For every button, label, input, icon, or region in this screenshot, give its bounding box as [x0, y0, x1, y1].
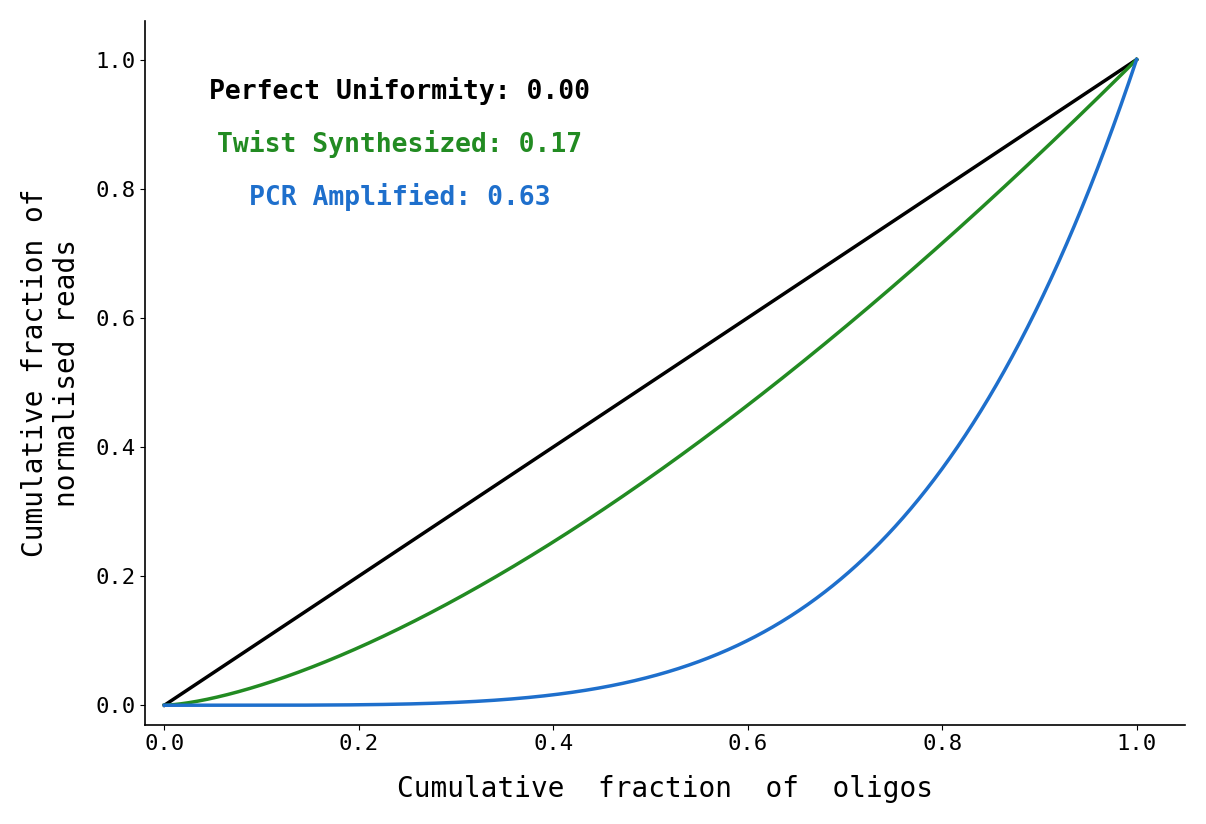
- Text: Perfect Uniformity: 0.00: Perfect Uniformity: 0.00: [210, 77, 590, 105]
- Text: PCR Amplified: 0.63: PCR Amplified: 0.63: [248, 183, 551, 211]
- X-axis label: Cumulative  fraction  of  oligos: Cumulative fraction of oligos: [397, 775, 933, 803]
- Y-axis label: Cumulative fraction of
normalised reads: Cumulative fraction of normalised reads: [21, 189, 81, 557]
- Text: Twist Synthesized: 0.17: Twist Synthesized: 0.17: [217, 130, 582, 158]
